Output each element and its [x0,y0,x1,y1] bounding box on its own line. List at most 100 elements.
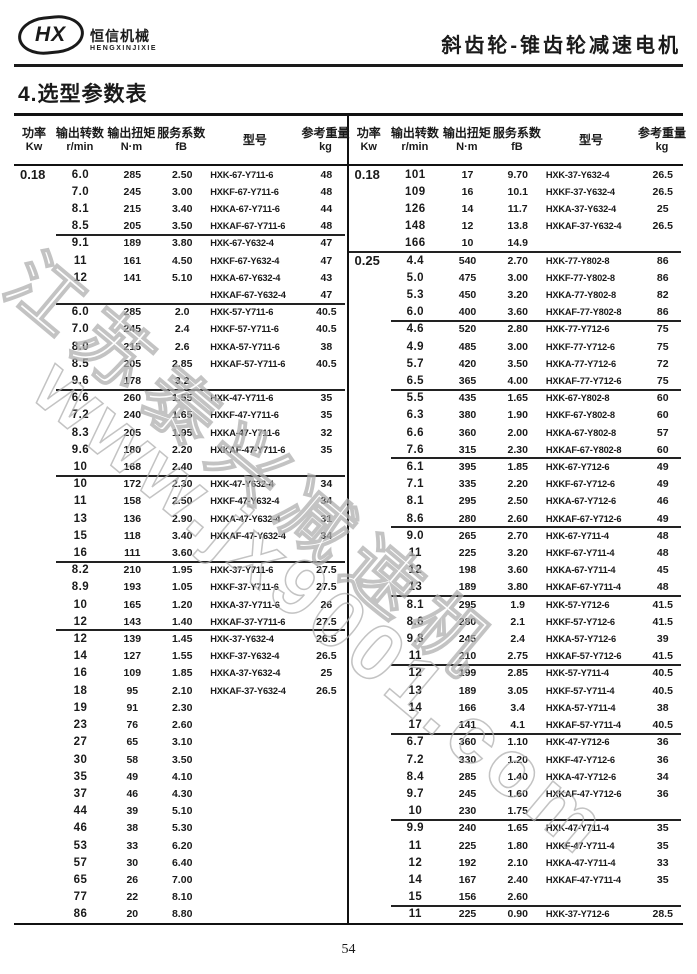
cell-rpm: 11 [408,650,422,663]
cell-torque: 280 [458,512,477,525]
cell-torque: 141 [458,719,477,732]
cell-weight: 39 [656,633,669,646]
cell-model: HXKA-67-Y802-8 [545,427,616,438]
cell-model: HXKA-67-Y712-6 [545,496,616,507]
cell-service-factor: 2.60 [507,891,528,904]
cell-weight: 46 [656,495,669,508]
cell-rpm: 57 [73,856,88,869]
cell-torque: 111 [124,547,141,560]
cell-weight: 36 [656,753,669,766]
cell-rpm: 8.5 [71,357,90,370]
col-header-service-factor: 服务系数 fB [157,125,206,153]
cell-torque: 285 [123,168,142,181]
cell-model: HXK-67-Y802-8 [545,393,610,404]
cell-model: HXKAF-37-Y711-6 [210,616,286,627]
cell-weight: 40.5 [652,684,673,697]
table-row: 10 165 1.20 HXKA-37-Y711-6 26 [14,596,347,613]
col-header-rpm: 输出转数 r/min [55,125,104,153]
cell-rpm: 16 [73,547,88,560]
cell-torque: 172 [123,478,142,491]
cell-weight: 47 [320,237,333,250]
cell-rpm: 5.7 [406,357,425,370]
cell-model: HXK-37-Y711-6 [210,565,274,576]
cell-service-factor: 3.50 [171,220,193,233]
cell-model: HXKF-57-Y711-4 [545,685,615,696]
cell-torque: 225 [458,839,477,852]
cell-torque: 260 [123,392,142,405]
cell-model: HXK-67-Y711-4 [545,530,609,541]
cell-rpm: 65 [73,873,88,886]
col-header-power: 功率 Kw [22,125,47,153]
cell-service-factor: 1.9 [510,598,526,611]
cell-rpm: 7.2 [71,409,90,422]
table-row: 8.4 285 1.40 HXKA-47-Y712-6 34 [349,768,684,785]
cell-torque: 450 [458,289,477,302]
cell-rpm: 27 [73,736,88,749]
cell-torque: 26 [126,873,139,886]
cell-weight: 36 [656,736,669,749]
cell-model: HXKAF-57-Y711-6 [210,358,286,369]
logo-hx-text: HX [35,23,67,46]
cell-service-factor: 2.50 [171,168,193,181]
cell-rpm: 4.9 [406,340,425,353]
cell-torque: 139 [123,633,142,646]
cell-torque: 225 [458,547,477,560]
cell-rpm: 17 [408,719,423,732]
cell-rpm: 8.4 [406,770,425,783]
cell-rpm: 7.0 [71,323,90,336]
cell-model: HXKA-57-Y712-6 [545,634,616,645]
cell-model: HXKAF-47-Y711-6 [210,444,286,455]
cell-model: HXKF-37-Y711-6 [210,582,279,593]
cell-model: HXKA-37-Y711-6 [210,599,280,610]
table-row: 12 143 1.40 HXKAF-37-Y711-6 27.5 [14,613,347,630]
cell-weight: 49 [656,478,669,491]
cell-service-factor: 4.30 [171,787,193,800]
cell-torque: 49 [126,770,139,783]
cell-torque: 245 [458,787,477,800]
cell-model: HXKA-67-Y711-6 [210,204,280,214]
cell-model: HXKF-47-Y632-4 [210,496,280,507]
cell-rpm: 9.6 [71,375,90,388]
cell-rpm: 126 [405,203,426,215]
table-row: 8.1 215 3.40 HXKA-67-Y711-6 44 [14,200,347,217]
company-logo: HX 恒信机械 HENGXINJIXIE [16,12,157,58]
cell-service-factor: 1.65 [171,409,193,422]
cell-torque: 158 [123,495,142,508]
table-row: 6.5 365 4.00 HXKAF-77-Y712-6 75 [349,372,684,389]
cell-weight: 34 [320,495,333,508]
cell-torque: 240 [458,822,477,835]
cell-rpm: 14 [73,650,88,663]
table-row: 16 109 1.85 HXKA-37-Y632-4 25 [14,665,347,682]
cell-rpm: 46 [73,822,88,835]
cell-torque: 76 [126,719,139,732]
cell-model: HXKAF-57-Y711-4 [545,720,621,731]
cell-weight: 49 [656,461,669,474]
cell-torque: 230 [458,805,477,818]
cell-service-factor: 2.70 [507,254,528,267]
cell-service-factor: 6.40 [171,856,193,869]
table-row: 12 192 2.10 HXKA-47-Y711-4 33 [349,854,684,871]
cell-service-factor: 2.30 [171,478,193,491]
cell-service-factor: 3.00 [507,340,528,353]
cell-model: HXKF-47-Y711-6 [210,410,279,421]
header-divider [14,64,683,67]
cell-service-factor: 3.00 [507,271,528,284]
table-row: 9.8 245 2.4 HXKA-57-Y712-6 39 [349,630,684,647]
cell-service-factor: 1.80 [507,839,528,852]
cell-rpm: 11 [408,839,422,852]
cell-rpm: 8.9 [71,581,90,594]
table-row: 148 12 13.8 HXKAF-37-Y632-4 26.5 [349,218,684,235]
table-row: 5.7 420 3.50 HXKA-77-Y712-6 72 [349,355,684,372]
cell-weight: 40.5 [316,357,337,370]
cell-service-factor: 3.40 [171,529,193,542]
cell-rpm: 6.7 [406,736,425,749]
cell-model: HXK-37-Y632-4 [210,634,274,645]
cell-model: HXK-57-Y712-6 [545,599,610,610]
col-header-torque: 输出扭矩 N·m [107,125,156,153]
cell-rpm: 5.3 [406,289,425,302]
table-row: 8.1 295 1.9 HXK-57-Y712-6 41.5 [349,595,684,613]
cell-rpm: 13 [408,581,423,594]
cell-torque: 245 [123,323,142,336]
cell-service-factor: 2.85 [171,357,193,370]
cell-torque: 330 [458,753,477,766]
